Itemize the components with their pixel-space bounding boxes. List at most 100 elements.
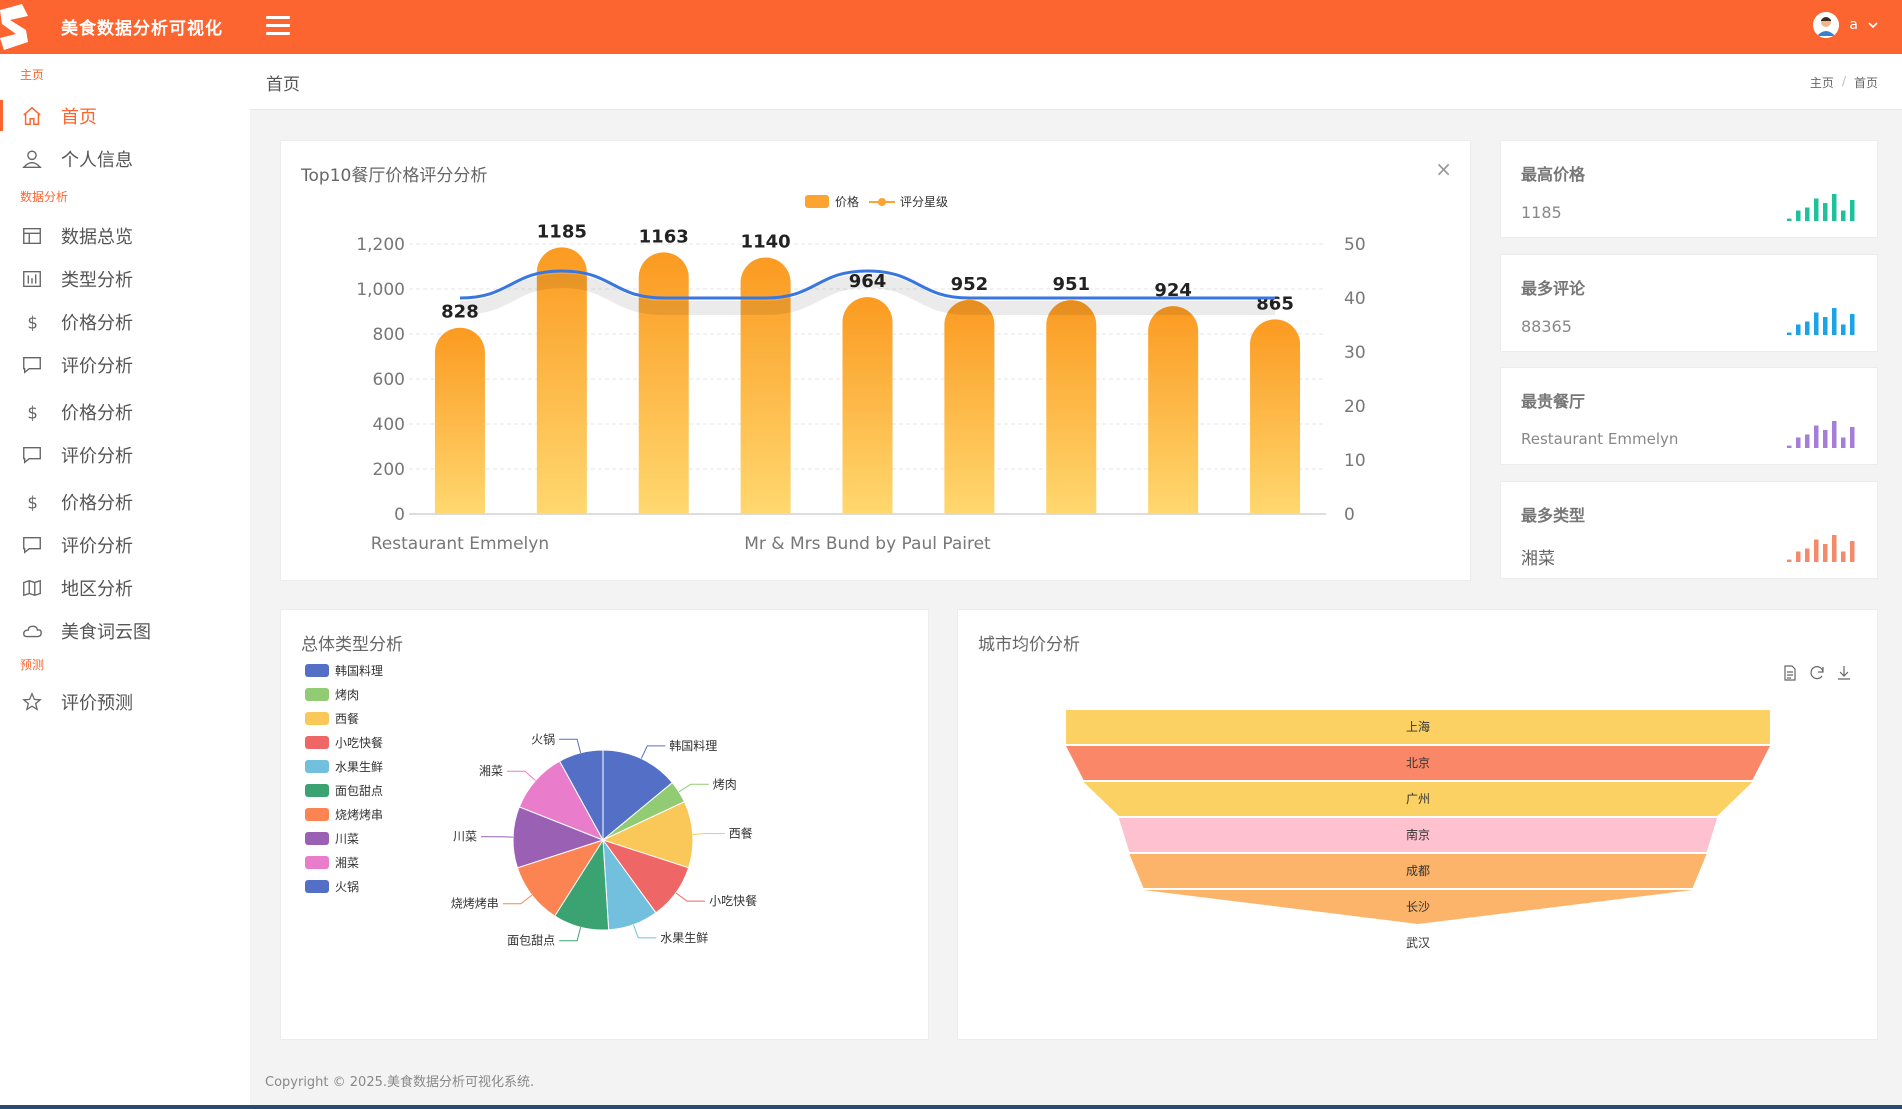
pie-slice[interactable] (602, 749, 674, 842)
sliders-icon (20, 267, 44, 291)
legend-swatch[interactable] (305, 832, 329, 845)
bar-price[interactable] (944, 299, 995, 514)
bottom-border (0, 1105, 1902, 1109)
sidebar-item-overview[interactable]: 数据总览 (0, 214, 250, 257)
legend-swatch[interactable] (305, 880, 329, 893)
pie-label-line (559, 927, 582, 942)
menu-toggle-icon[interactable] (266, 16, 290, 36)
sidebar-item-region-analysis[interactable]: 地区分析 (0, 566, 250, 609)
legend-swatch-price[interactable] (805, 195, 829, 208)
bar-price[interactable] (536, 247, 587, 514)
sidebar-item-wordcloud[interactable]: 美食词云图 (0, 609, 250, 652)
bar-price[interactable] (1046, 300, 1097, 514)
sidebar-item-review-analysis-2[interactable]: 评价分析 (0, 433, 250, 476)
funnel-stage[interactable] (1083, 782, 1753, 816)
sidebar-item-label: 地区分析 (61, 578, 133, 600)
sparkline-chart (1787, 421, 1855, 448)
sparkline-chart (1787, 194, 1855, 221)
funnel-stage[interactable] (1118, 818, 1718, 852)
sidebar-item-label: 美食词云图 (61, 621, 151, 643)
download-icon[interactable] (1835, 664, 1853, 682)
pie-slice[interactable] (601, 801, 694, 869)
funnel-stage[interactable] (1066, 710, 1770, 744)
funnel-stage[interactable] (1143, 890, 1693, 924)
legend-swatch[interactable] (305, 856, 329, 869)
bar-value-label: 1163 (639, 226, 689, 247)
comment-icon (20, 533, 44, 557)
data-view-icon[interactable] (1781, 664, 1799, 682)
sidebar-item-price-analysis-2[interactable]: $ 价格分析 (0, 390, 250, 433)
chart-toolbox (1781, 664, 1853, 682)
pie-label-line (506, 770, 536, 781)
stat-card-top-type: 最多类型 湘菜 (1500, 481, 1878, 579)
sparkline-bar (1796, 210, 1801, 221)
bar-price[interactable] (638, 252, 689, 514)
svg-text:$: $ (27, 493, 38, 512)
home-icon (20, 104, 44, 128)
sidebar-group-label: 预测 (20, 658, 45, 672)
pie-label-line (633, 924, 657, 939)
legend-swatch[interactable] (305, 784, 329, 797)
sidebar-item-label: 价格分析 (61, 492, 133, 514)
type-pie-chart: 韩国料理烤肉西餐小吃快餐水果生鲜面包甜点烧烤烤串川菜湘菜火锅韩国料理烤肉西餐小吃… (305, 663, 757, 948)
dollar-icon: $ (20, 400, 44, 424)
bar-price[interactable] (842, 297, 893, 514)
sidebar-item-review-prediction[interactable]: 评价预测 (0, 680, 250, 723)
layout-icon (20, 224, 44, 248)
funnel-label: 广州 (1406, 792, 1430, 806)
sparkline-chart (1787, 535, 1855, 562)
bar-price[interactable] (740, 257, 791, 515)
bar-value-label: 1140 (741, 232, 791, 253)
funnel-stage[interactable] (1066, 746, 1770, 780)
sidebar-item-review-analysis[interactable]: 评价分析 (0, 343, 250, 386)
legend-swatch[interactable] (305, 664, 329, 677)
stat-value: 湘菜 (1521, 549, 1555, 569)
breadcrumb-item-current: 首页 (1853, 76, 1878, 90)
legend-swatch[interactable] (305, 760, 329, 773)
bar-price[interactable] (1148, 306, 1199, 514)
stat-label: 最多评论 (1521, 279, 1586, 298)
bar-price[interactable] (434, 327, 485, 514)
comment-icon (20, 443, 44, 467)
sparkline-bar (1787, 332, 1792, 335)
pie-label: 面包甜点 (507, 934, 555, 948)
breadcrumb-item-home[interactable]: 主页 (1809, 76, 1834, 90)
pie-label: 火锅 (531, 731, 555, 746)
rating-line[interactable] (459, 269, 1276, 300)
legend-swatch[interactable] (305, 712, 329, 725)
refresh-icon[interactable] (1808, 664, 1826, 682)
sparkline-bar (1841, 210, 1846, 221)
sidebar-group-label: 数据分析 (20, 190, 69, 204)
sidebar-item-price-analysis-3[interactable]: $ 价格分析 (0, 480, 250, 523)
funnel-label: 成都 (1406, 864, 1430, 878)
sparkline-bar (1805, 548, 1810, 562)
pie-label-line (502, 894, 533, 905)
sparkline-bar (1796, 324, 1801, 335)
pie-label: 小吃快餐 (709, 893, 757, 908)
user-menu[interactable]: a (1813, 10, 1878, 40)
funnel-label: 上海 (1406, 719, 1430, 734)
sidebar-item-price-analysis[interactable]: $ 价格分析 (0, 300, 250, 343)
sidebar-item-profile[interactable]: 个人信息 (0, 137, 250, 180)
sidebar-item-review-analysis-3[interactable]: 评价分析 (0, 523, 250, 566)
sidebar-item-type-analysis[interactable]: 类型分析 (0, 257, 250, 300)
legend-label: 韩国料理 (335, 663, 383, 678)
stat-value: 1185 (1521, 203, 1562, 222)
legend-swatch[interactable] (305, 688, 329, 701)
close-icon[interactable]: × (1435, 157, 1452, 181)
legend-swatch-rating[interactable] (878, 198, 886, 206)
pie-label-line (640, 745, 666, 759)
svg-text:$: $ (27, 403, 38, 422)
legend-label: 西餐 (335, 711, 359, 726)
sparkline-bar (1796, 551, 1801, 562)
sidebar-item-label: 评价分析 (61, 355, 133, 377)
top10-chart: 价格 评分星级 0 200 400 600 800 1,000 1,200 0 10 20 30 40… (356, 194, 1365, 554)
legend-swatch[interactable] (305, 808, 329, 821)
sparkline-bar (1850, 541, 1855, 562)
sidebar-item-home[interactable]: 首页 (0, 94, 250, 137)
funnel-stage[interactable] (1129, 854, 1707, 888)
star-icon (20, 690, 44, 714)
bar-price[interactable] (1250, 319, 1301, 514)
legend-swatch[interactable] (305, 736, 329, 749)
